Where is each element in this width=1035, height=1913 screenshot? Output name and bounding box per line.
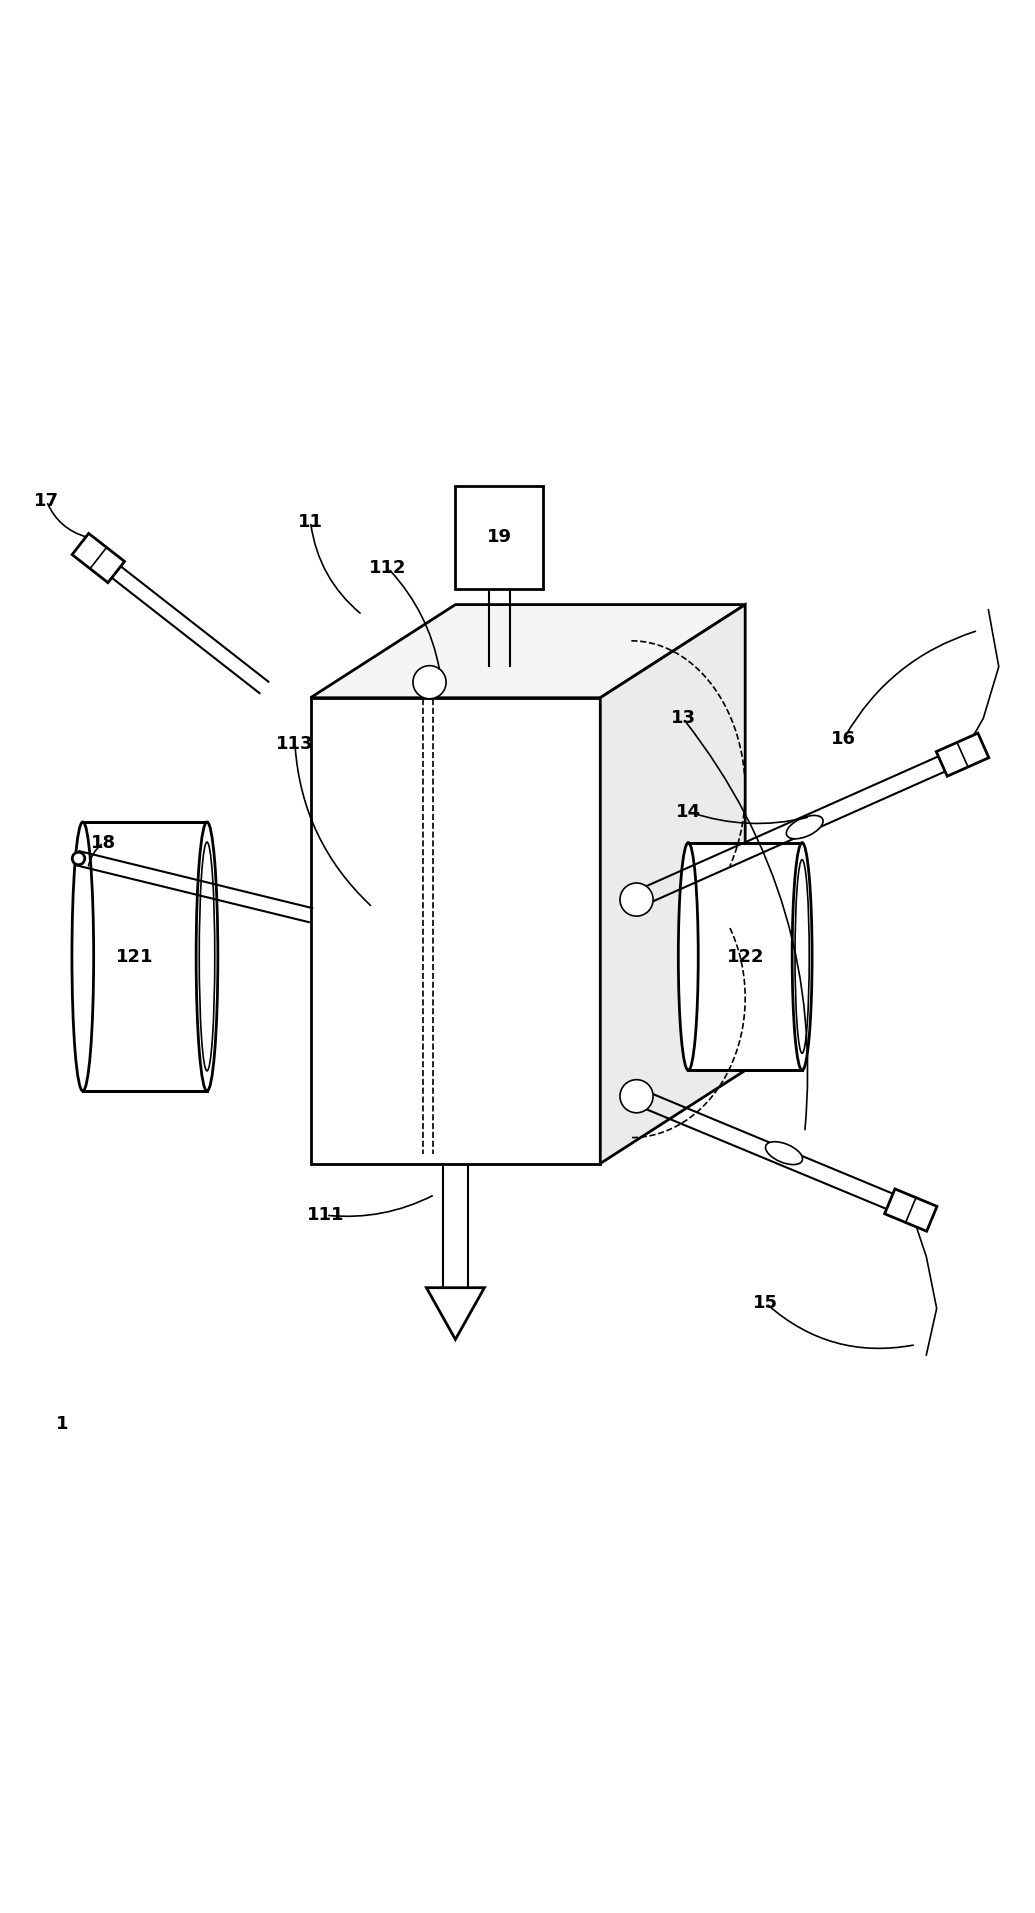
Text: 16: 16: [831, 731, 856, 748]
Text: 18: 18: [91, 834, 116, 851]
Polygon shape: [600, 605, 745, 1163]
Text: 19: 19: [486, 528, 512, 547]
Ellipse shape: [792, 842, 812, 1071]
Text: 1: 1: [56, 1416, 68, 1433]
Polygon shape: [310, 605, 745, 698]
Ellipse shape: [787, 815, 823, 838]
Polygon shape: [688, 842, 802, 1071]
Polygon shape: [310, 698, 600, 1163]
Text: 122: 122: [727, 947, 764, 966]
Polygon shape: [885, 1188, 937, 1232]
Text: 11: 11: [298, 513, 323, 530]
Text: 113: 113: [276, 735, 314, 754]
Polygon shape: [72, 534, 124, 583]
Text: 15: 15: [753, 1295, 778, 1312]
Circle shape: [620, 1079, 653, 1113]
Ellipse shape: [72, 823, 94, 1090]
Text: 111: 111: [307, 1207, 345, 1224]
Bar: [455, 486, 543, 589]
Text: 17: 17: [34, 492, 59, 511]
Circle shape: [620, 884, 653, 916]
Ellipse shape: [678, 842, 699, 1071]
Polygon shape: [83, 823, 207, 1090]
Text: 14: 14: [676, 803, 701, 821]
Ellipse shape: [766, 1142, 802, 1165]
Text: 121: 121: [116, 947, 153, 966]
Polygon shape: [937, 733, 988, 777]
Polygon shape: [426, 1287, 484, 1339]
Circle shape: [413, 666, 446, 698]
Text: 112: 112: [369, 559, 407, 578]
Ellipse shape: [196, 823, 217, 1090]
Text: 13: 13: [671, 710, 696, 727]
